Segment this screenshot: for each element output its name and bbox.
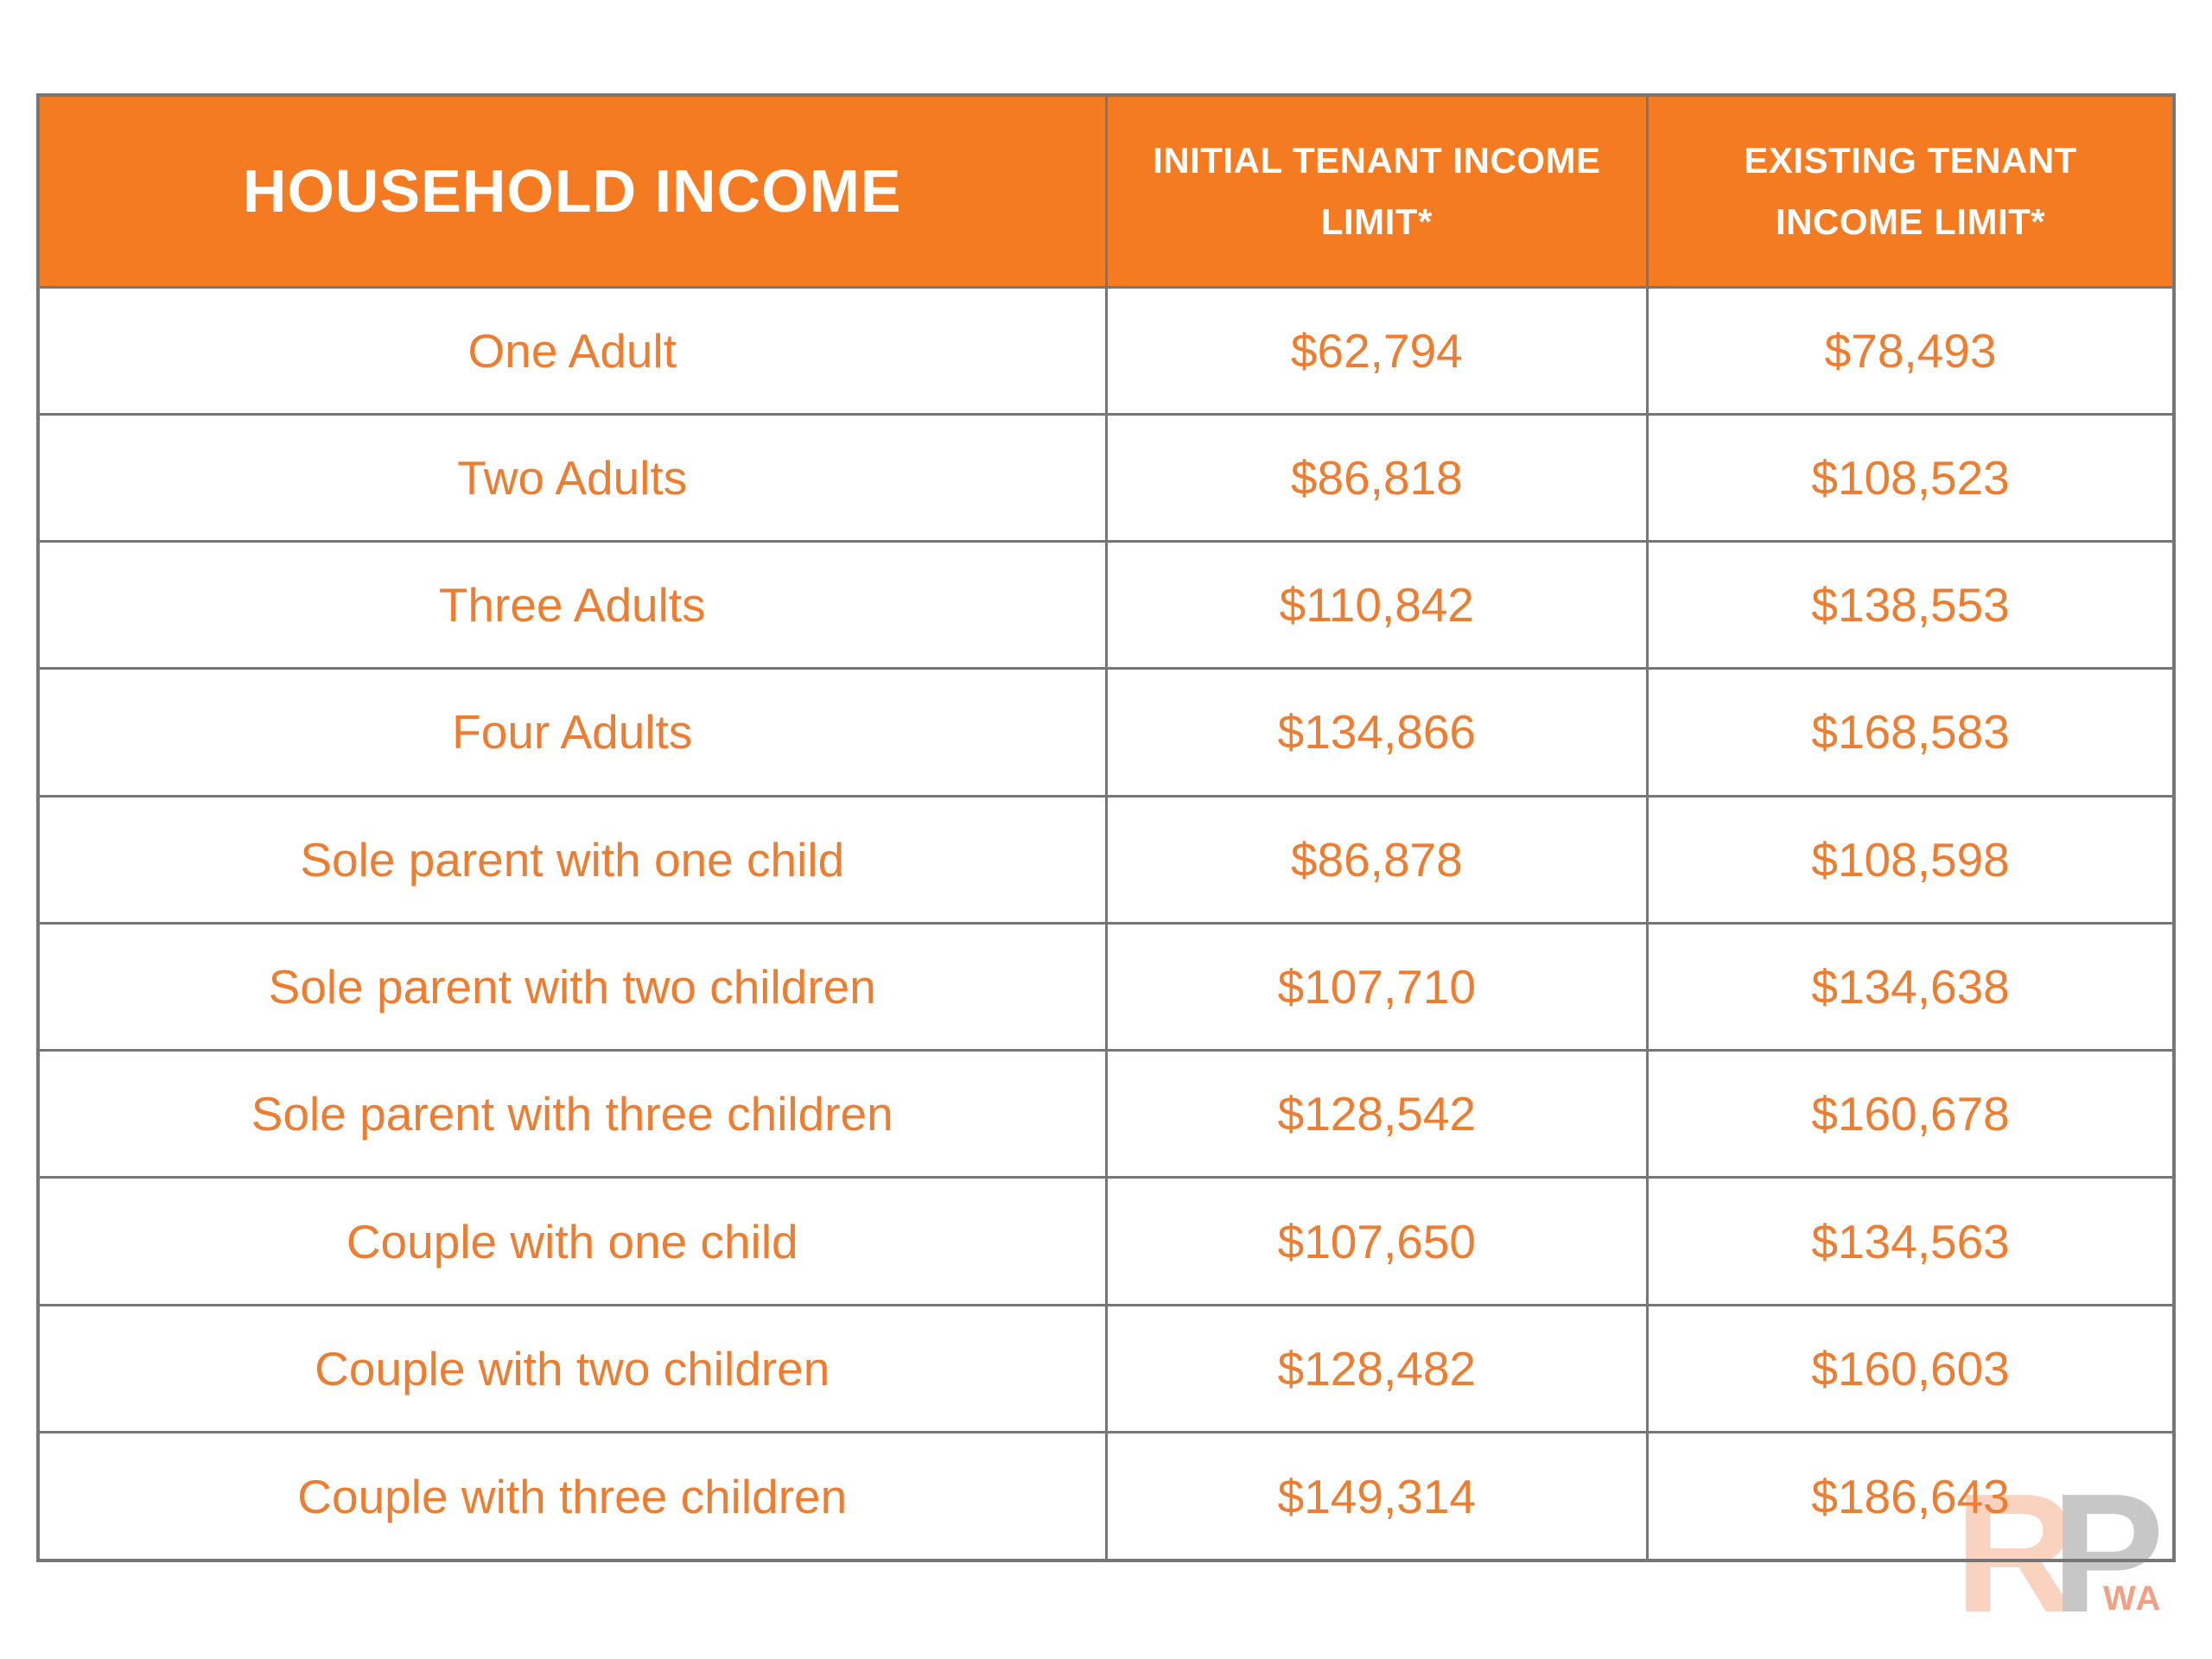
initial-limit-cell: $128,482 [1104, 1303, 1649, 1434]
table-row: Couple with three children $149,314 $186… [36, 1431, 2176, 1562]
household-cell: Couple with one child [36, 1176, 1108, 1306]
existing-limit-cell: $134,638 [1646, 921, 2176, 1052]
initial-limit-cell: $62,794 [1104, 285, 1649, 416]
existing-limit-cell: $78,493 [1646, 285, 2176, 416]
household-cell: Four Adults [36, 667, 1108, 798]
table-row: Sole parent with one child $86,878 $108,… [36, 794, 2176, 925]
existing-limit-cell: $108,523 [1646, 412, 2176, 543]
household-income-table: HOUSEHOLD INCOME INITIAL TENANT INCOME L… [36, 93, 2176, 1562]
household-cell: Sole parent with one child [36, 794, 1108, 925]
household-cell: Sole parent with two children [36, 921, 1108, 1052]
column-header-household-income: HOUSEHOLD INCOME [36, 93, 1108, 289]
household-cell: Couple with two children [36, 1303, 1108, 1434]
watermark-wa-label: WA [2103, 1580, 2163, 1618]
initial-limit-cell: $149,314 [1104, 1431, 1649, 1562]
table-row: Three Adults $110,842 $138,553 [36, 540, 2176, 671]
household-cell: Three Adults [36, 540, 1108, 671]
existing-limit-cell: $134,563 [1646, 1176, 2176, 1306]
existing-limit-cell: $108,598 [1646, 794, 2176, 925]
column-header-existing-tenant-income-limit: EXISTING TENANT INCOME LIMIT* [1646, 93, 2176, 289]
existing-limit-cell: $168,583 [1646, 667, 2176, 798]
initial-limit-cell: $134,866 [1104, 667, 1649, 798]
initial-limit-cell: $107,710 [1104, 921, 1649, 1052]
table-row: Sole parent with three children $128,542… [36, 1049, 2176, 1179]
initial-limit-cell: $86,878 [1104, 794, 1649, 925]
table-row: Four Adults $134,866 $168,583 [36, 667, 2176, 798]
column-header-initial-tenant-income-limit: INITIAL TENANT INCOME LIMIT* [1104, 93, 1649, 289]
header-row: HOUSEHOLD INCOME INITIAL TENANT INCOME L… [36, 93, 2176, 289]
table-row: Sole parent with two children $107,710 $… [36, 921, 2176, 1052]
household-cell: Two Adults [36, 412, 1108, 543]
existing-limit-cell: $160,603 [1646, 1303, 2176, 1434]
table-row: One Adult $62,794 $78,493 [36, 285, 2176, 416]
table-row: Couple with one child $107,650 $134,563 [36, 1176, 2176, 1306]
initial-limit-cell: $110,842 [1104, 540, 1649, 671]
existing-limit-cell: $138,553 [1646, 540, 2176, 671]
household-cell: Sole parent with three children [36, 1049, 1108, 1179]
table-row: Two Adults $86,818 $108,523 [36, 412, 2176, 543]
table-body: One Adult $62,794 $78,493 Two Adults $86… [36, 285, 2176, 1562]
initial-limit-cell: $86,818 [1104, 412, 1649, 543]
existing-limit-cell: $160,678 [1646, 1049, 2176, 1179]
existing-limit-cell: $186,643 [1646, 1431, 2176, 1562]
table-row: Couple with two children $128,482 $160,6… [36, 1303, 2176, 1434]
table-header: HOUSEHOLD INCOME INITIAL TENANT INCOME L… [36, 93, 2176, 289]
household-cell: Couple with three children [36, 1431, 1108, 1562]
initial-limit-cell: $107,650 [1104, 1176, 1649, 1306]
initial-limit-cell: $128,542 [1104, 1049, 1649, 1179]
household-cell: One Adult [36, 285, 1108, 416]
